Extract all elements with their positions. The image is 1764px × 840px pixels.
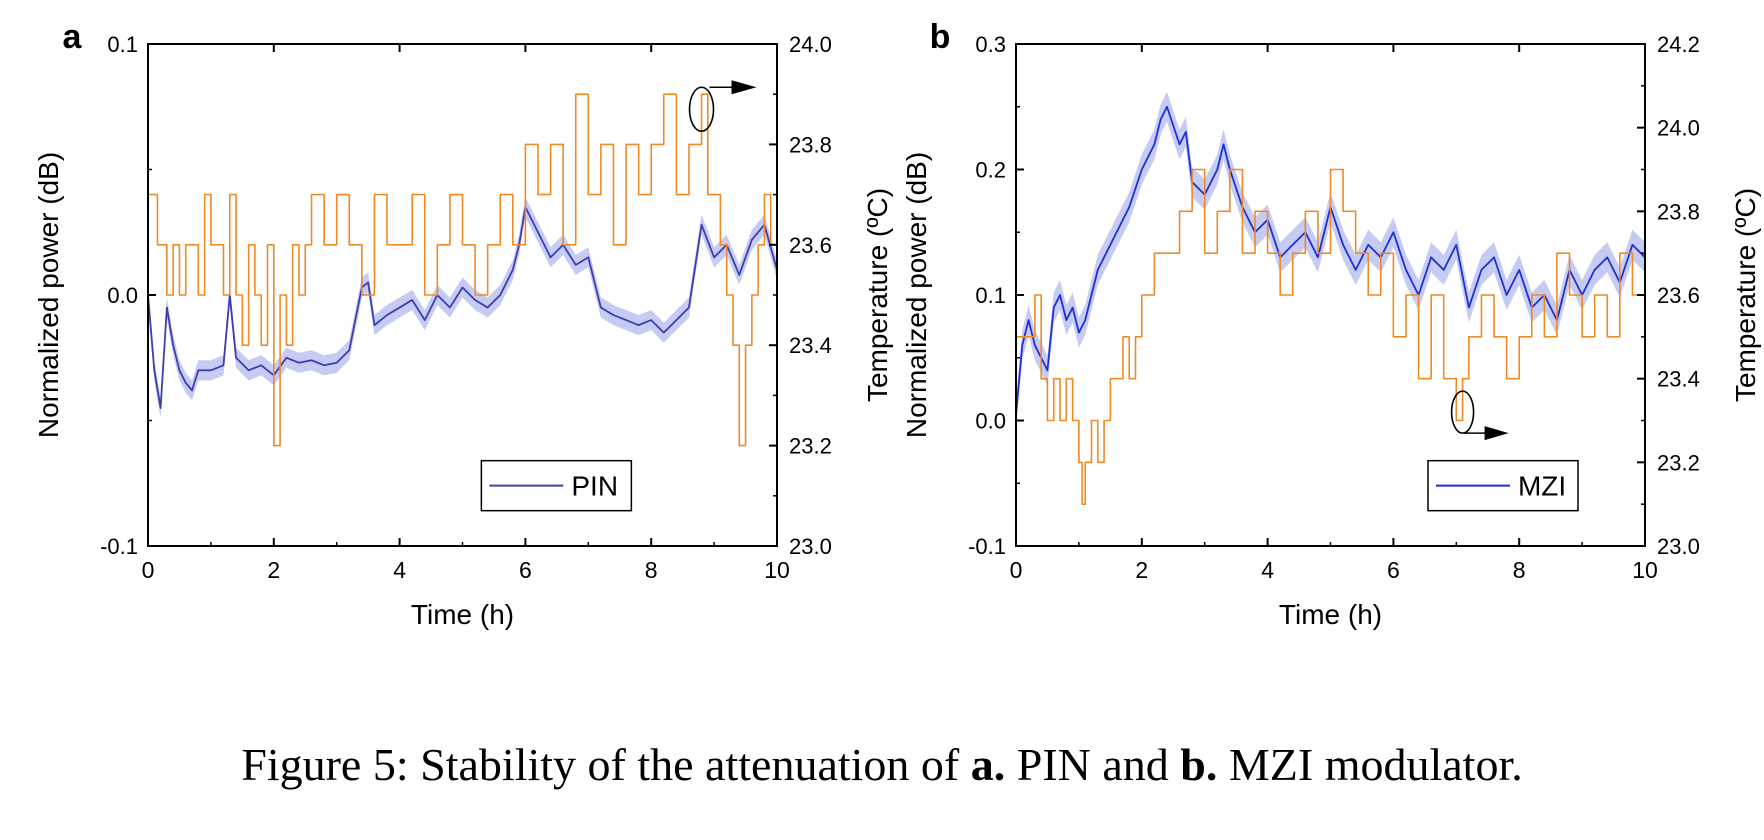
- panel-a-letter: a: [63, 18, 83, 56]
- panel-b-y2tick-label: 24.2: [1657, 32, 1700, 57]
- panel-a-y2tick-label: 24.0: [789, 32, 832, 57]
- panel-b-legend-label: MZI: [1518, 471, 1566, 502]
- panel-b-y2tick-label: 23.2: [1657, 450, 1700, 475]
- panel-b-ylabel: Normalized power (dB): [901, 152, 932, 438]
- panel-a-annotation-arrowhead: [731, 80, 757, 95]
- panel-a-xtick-label: 10: [764, 557, 790, 583]
- panel-b-annotation-ellipse: [1450, 390, 1475, 434]
- panel-a-power-band: [148, 197, 777, 418]
- panel-b-power-line: [1016, 105, 1645, 415]
- caption-b-label: b.: [1180, 739, 1218, 790]
- panel-a-ylabel: Normalized power (dB): [33, 152, 64, 438]
- panel-b-xtick-label: 0: [1010, 557, 1023, 583]
- panel-b-xtick-label: 10: [1632, 557, 1658, 583]
- panel-a-ytick-label: 0.1: [107, 32, 138, 57]
- panel-a-y2tick-label: 23.4: [789, 333, 832, 358]
- panel-a-ytick-label: 0.0: [107, 283, 138, 308]
- panel-a-temperature-line: [148, 93, 777, 447]
- caption-mid: PIN and: [1005, 739, 1181, 790]
- panel-a-legend-label: PIN: [571, 471, 618, 502]
- panel-b-power-band: [1016, 91, 1645, 430]
- panel-b-annotation-arrowhead: [1484, 426, 1509, 441]
- panel-a-power-line: [148, 206, 777, 409]
- panel-a-xtick-label: 0: [142, 557, 155, 583]
- panel-b-ytick-label: 0.0: [975, 409, 1006, 434]
- panel-a-y2tick-label: 23.2: [789, 434, 832, 459]
- panel-b-xtick-label: 6: [1387, 557, 1400, 583]
- panel-b-y2tick-label: 24.0: [1657, 116, 1700, 141]
- panel-b-y2tick-label: 23.8: [1657, 199, 1700, 224]
- panel-a-y2tick-label: 23.8: [789, 132, 832, 157]
- panel-b-xtick-label: 4: [1261, 557, 1274, 583]
- panel-b-xtick-label: 8: [1513, 557, 1526, 583]
- panel-a-plot-area: [148, 93, 777, 447]
- panel-b-temperature-line: [1016, 168, 1645, 505]
- panel-b-xlabel: Time (h): [1279, 599, 1382, 630]
- panel-b-ytick-label: 0.1: [975, 283, 1006, 308]
- caption-suffix: MZI modulator.: [1217, 739, 1523, 790]
- panel-b-y2label: Temperature (ºC): [1730, 188, 1761, 402]
- figure-caption: Figure 5: Stability of the attenuation o…: [0, 738, 1764, 791]
- panel-a-y2label: Temperature (ºC): [862, 188, 893, 402]
- panel-a-y2tick-label: 23.6: [789, 233, 832, 258]
- caption-prefix: Figure 5: Stability of the attenuation o…: [241, 739, 971, 790]
- panel-b-ytick-label: 0.3: [975, 32, 1006, 57]
- panel-a-xtick-label: 6: [519, 557, 532, 583]
- panel-b-xtick-label: 2: [1135, 557, 1148, 583]
- panel-b-y2tick-label: 23.4: [1657, 367, 1700, 392]
- caption-a-label: a.: [970, 739, 1006, 790]
- panel-a-ytick-label: -0.1: [100, 534, 138, 559]
- panel-a-y2tick-label: 23.0: [789, 534, 832, 559]
- panel-b-ytick-label: -0.1: [968, 534, 1006, 559]
- panel-b-ytick-label: 0.2: [975, 158, 1006, 183]
- panel-a-xlabel: Time (h): [411, 599, 514, 630]
- panel-a-xtick-label: 8: [645, 557, 658, 583]
- panel-b-y2tick-label: 23.6: [1657, 283, 1700, 308]
- panel-a-xtick-label: 4: [393, 557, 406, 583]
- panel-a-annotation-ellipse: [688, 86, 715, 133]
- panel-b-letter: b: [930, 18, 951, 56]
- panel-b-y2tick-label: 23.0: [1657, 534, 1700, 559]
- panel-a-xtick-label: 2: [267, 557, 280, 583]
- panel-b-plot-area: [1016, 91, 1645, 505]
